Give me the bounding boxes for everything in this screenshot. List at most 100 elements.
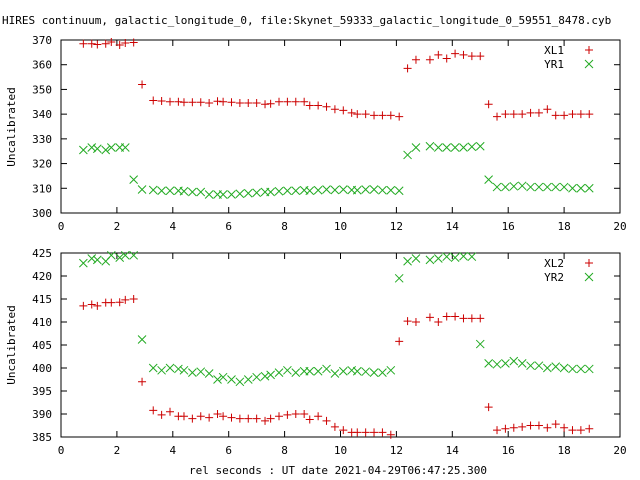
- data-point: [517, 359, 527, 368]
- data-point: [138, 377, 147, 386]
- data-point: [120, 143, 130, 152]
- data-point: [157, 365, 166, 375]
- data-point: [149, 96, 158, 105]
- data-point: [244, 414, 253, 423]
- legend-marker: [585, 259, 593, 267]
- data-point: [459, 50, 468, 59]
- data-point: [411, 254, 421, 263]
- x-tick-label: 10: [334, 444, 347, 457]
- x-tick-label: 14: [446, 444, 460, 457]
- data-point: [534, 182, 544, 192]
- data-point: [291, 368, 301, 377]
- data-point: [338, 185, 348, 194]
- data-point: [274, 186, 284, 196]
- legend-marker: [585, 46, 593, 54]
- data-point: [252, 414, 261, 423]
- data-point: [121, 38, 130, 47]
- y-tick-label: 425: [32, 247, 52, 260]
- data-point: [459, 314, 468, 323]
- data-point: [476, 314, 485, 323]
- data-point: [106, 250, 116, 260]
- data-point: [219, 97, 228, 106]
- data-point: [204, 190, 214, 199]
- data-point: [79, 145, 88, 155]
- data-point: [378, 111, 387, 120]
- data-point: [484, 359, 493, 368]
- data-point: [361, 428, 370, 437]
- x-axis-ticks: 0 2 4 6 8 10 12 14 16 18 20: [58, 253, 627, 457]
- data-point: [568, 364, 577, 374]
- data-point: [274, 368, 284, 377]
- data-point: [394, 273, 404, 283]
- data-point: [291, 186, 301, 196]
- data-point: [266, 187, 275, 197]
- data-point: [484, 100, 493, 109]
- data-point: [219, 412, 228, 421]
- data-point: [559, 182, 569, 192]
- data-point: [149, 406, 158, 415]
- y-tick-label: 310: [32, 182, 52, 195]
- data-point: [196, 412, 205, 421]
- plot-frame: [60, 252, 621, 438]
- data-point: [434, 318, 443, 326]
- data-point: [518, 422, 527, 431]
- data-point: [165, 363, 175, 373]
- data-point: [361, 367, 371, 377]
- data-point: [534, 108, 543, 117]
- x-tick-label: 8: [281, 444, 288, 457]
- data-point: [475, 141, 485, 151]
- y-tick-label: 340: [32, 108, 52, 121]
- data-point: [79, 39, 88, 48]
- data-point: [347, 365, 357, 375]
- data-point: [560, 423, 569, 432]
- data-point: [386, 185, 396, 195]
- data-point: [93, 301, 102, 310]
- data-point: [425, 55, 434, 64]
- data-point: [576, 110, 585, 119]
- data-point: [235, 377, 245, 387]
- data-point: [148, 185, 158, 195]
- data-point: [235, 99, 244, 108]
- y-tick-label: 350: [32, 83, 52, 96]
- x-tick-label: 0: [58, 220, 65, 233]
- data-point: [467, 252, 477, 262]
- x-tick-label: 14: [446, 220, 460, 233]
- data-point: [121, 295, 130, 304]
- data-point: [467, 142, 477, 152]
- data-point: [283, 365, 292, 375]
- data-point: [361, 110, 370, 119]
- data-point: [370, 428, 379, 437]
- data-point: [330, 369, 340, 378]
- data-point: [252, 99, 261, 108]
- data-point: [493, 426, 502, 435]
- data-point: [92, 144, 102, 154]
- data-point: [476, 52, 485, 61]
- data-point: [467, 314, 476, 323]
- data-point: [227, 98, 236, 107]
- y-axis-label: Uncalibrated: [5, 87, 18, 166]
- data-point: [378, 368, 387, 377]
- data-point: [484, 403, 493, 412]
- series-xl1: [79, 37, 594, 121]
- data-point: [501, 359, 510, 368]
- data-point: [425, 255, 435, 265]
- data-point: [137, 335, 147, 344]
- data-point: [252, 188, 262, 198]
- x-tick-label: 6: [225, 220, 232, 233]
- data-point: [585, 110, 594, 119]
- data-point: [120, 250, 130, 260]
- data-point: [568, 110, 577, 119]
- data-point: [196, 98, 205, 107]
- x-tick-label: 8: [281, 220, 288, 233]
- data-point: [442, 312, 451, 321]
- data-point: [450, 143, 460, 152]
- data-point: [115, 298, 124, 307]
- data-point: [551, 182, 561, 192]
- data-point: [87, 300, 96, 309]
- data-point: [542, 363, 552, 373]
- legend-label: YR1: [544, 58, 564, 71]
- x-tick-label: 16: [502, 444, 515, 457]
